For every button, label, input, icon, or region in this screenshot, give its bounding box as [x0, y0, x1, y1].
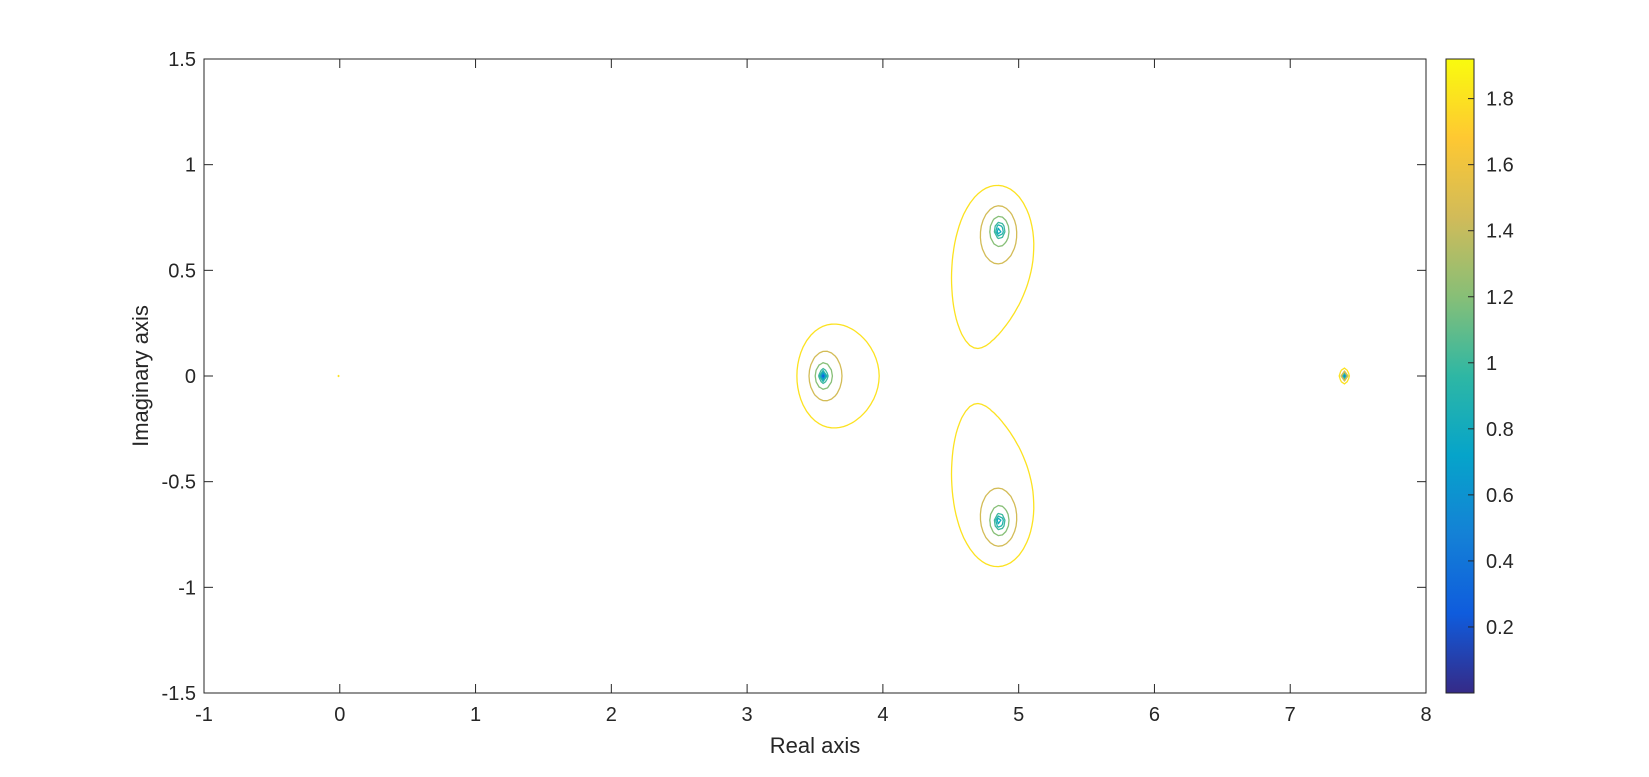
x-tick-label: 7	[1285, 704, 1296, 726]
colorbar-tick-label: 0.8	[1486, 419, 1514, 441]
x-axis-label: Real axis	[770, 733, 860, 758]
y-tick-label: -1	[178, 577, 196, 599]
colorbar-tick-label: 1	[1486, 353, 1497, 375]
contour-level-13	[337, 184, 1351, 568]
y-axis-ticks: -1.5 -1 -0.5 0 0.5 1 1.5	[162, 49, 1426, 705]
x-tick-label: 1	[470, 704, 481, 726]
colorbar-tick-label: 1.6	[1486, 155, 1514, 177]
colorbar-tick-label: 1.2	[1486, 287, 1514, 309]
x-tick-label: 6	[1149, 704, 1160, 726]
x-tick-label: 3	[742, 704, 753, 726]
colorbar-ticks: 0.2 0.4 0.6 0.8 1 1.2 1.4 1.6 1.8	[1468, 89, 1514, 639]
x-tick-label: 0	[334, 704, 345, 726]
x-tick-label: -1	[195, 704, 213, 726]
y-tick-label: -1.5	[162, 683, 196, 705]
y-tick-label: -0.5	[162, 472, 196, 494]
y-tick-label: 1	[185, 155, 196, 177]
y-tick-label: 0	[185, 366, 196, 388]
x-tick-label: 5	[1013, 704, 1024, 726]
colorbar-tick-label: 0.2	[1486, 617, 1514, 639]
x-tick-label: 4	[877, 704, 888, 726]
colorbar-tick-label: 0.4	[1486, 551, 1514, 573]
x-tick-label: 8	[1420, 704, 1431, 726]
colorbar-tick-label: 1.8	[1486, 89, 1514, 111]
colorbar	[1445, 58, 1475, 694]
x-axis-ticks: -1 0 1 2 3 4 5 6 7 8	[195, 59, 1432, 726]
y-tick-label: 0.5	[168, 260, 196, 282]
y-axis-label: Imaginary axis	[128, 305, 153, 447]
contour-lines	[337, 184, 1351, 568]
y-tick-label: 1.5	[168, 49, 196, 71]
x-tick-label: 2	[606, 704, 617, 726]
contour-level-12	[808, 205, 1349, 547]
colorbar-tick-label: 0.6	[1486, 485, 1514, 507]
colorbar-tick-label: 1.4	[1486, 221, 1514, 243]
